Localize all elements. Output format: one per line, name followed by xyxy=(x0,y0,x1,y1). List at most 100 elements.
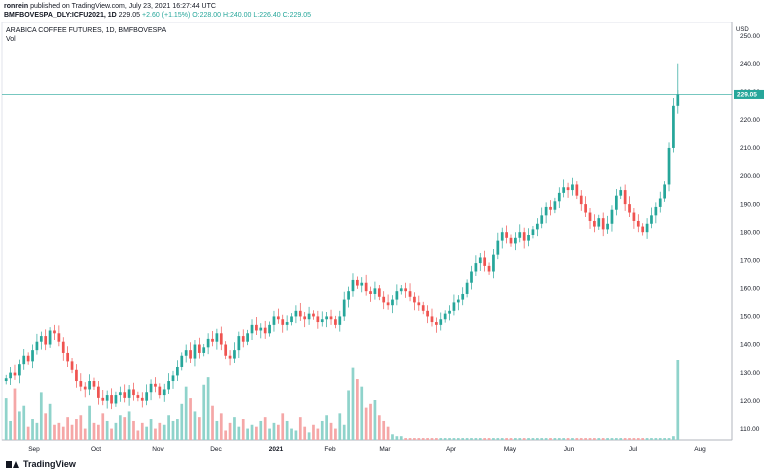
candle xyxy=(641,226,645,233)
candle xyxy=(421,305,425,311)
volume-bar xyxy=(448,438,451,440)
currency-label: USD xyxy=(736,27,749,33)
volume-bar xyxy=(123,417,127,440)
candle xyxy=(276,316,280,320)
volume-bar xyxy=(189,398,192,440)
candles xyxy=(4,63,680,410)
volume-bar xyxy=(290,428,293,440)
volume-bar xyxy=(334,428,337,440)
candle xyxy=(57,333,61,342)
candle xyxy=(566,187,570,191)
volume-bar xyxy=(557,438,561,440)
volume-bar xyxy=(435,438,438,440)
candle xyxy=(237,336,241,351)
symbol-name: BMFBOVESPA_DLY:ICFU2021, 1D xyxy=(4,12,117,19)
candle xyxy=(544,206,548,216)
volume-bar xyxy=(35,422,39,440)
price-tick-label: 240.00 xyxy=(740,61,760,68)
volume-bar xyxy=(492,438,495,440)
candle xyxy=(518,232,522,238)
volume-bar xyxy=(562,438,566,440)
low-value: L:226.40 xyxy=(253,12,281,19)
candle xyxy=(391,299,394,306)
volume-bar xyxy=(57,422,61,440)
volume-bar xyxy=(575,438,579,440)
volume-bar xyxy=(285,420,289,440)
volume-bar xyxy=(632,438,636,440)
volume-bar xyxy=(540,438,544,440)
volume-bar xyxy=(4,398,8,440)
volume-bar xyxy=(404,438,408,440)
volume-bar xyxy=(158,422,162,440)
chart-title: ARABICA COFFEE FUTURES, 1D, BMFBOVESPA xyxy=(6,27,167,34)
volume-bar xyxy=(465,438,469,440)
candle xyxy=(268,324,271,334)
candle xyxy=(496,240,500,255)
volume-bar xyxy=(61,426,65,440)
candle xyxy=(4,378,8,382)
candle xyxy=(360,282,364,286)
volume-bar xyxy=(233,417,236,440)
volume-bar xyxy=(399,436,403,440)
volume-bar xyxy=(101,413,105,440)
volume-bar xyxy=(487,438,491,440)
candle xyxy=(35,341,39,351)
time-tick-label: Nov xyxy=(152,446,164,453)
candle xyxy=(597,218,601,227)
candle xyxy=(193,344,197,359)
price-chart[interactable]: 250.00240.00230.00220.00210.00200.00190.… xyxy=(0,22,768,454)
volume-bar xyxy=(298,417,302,440)
volume-bar xyxy=(522,438,526,440)
volume-bar xyxy=(206,377,210,440)
volume-bar xyxy=(154,428,157,440)
candle xyxy=(562,187,566,193)
candle xyxy=(373,288,377,294)
volume-bar xyxy=(338,413,342,440)
price-tick-label: 160.00 xyxy=(740,286,760,293)
volume-bar xyxy=(316,428,320,440)
footer-brand[interactable]: TradingView xyxy=(6,459,76,469)
volume-bar xyxy=(132,420,135,440)
candle xyxy=(676,94,680,106)
time-tick-label: Dec xyxy=(210,446,222,453)
price-tick-label: 170.00 xyxy=(740,257,760,264)
candle xyxy=(364,282,368,292)
symbol-line: BMFBOVESPA_DLY:ICFU2021, 1D 229.05 +2.60… xyxy=(4,11,311,20)
volume-bar xyxy=(364,407,368,440)
volume-bar xyxy=(474,438,478,440)
volume-bar xyxy=(500,438,504,440)
publisher-name: ronrein xyxy=(4,3,29,10)
published-text: published on TradingView.com, July 23, 2… xyxy=(28,3,216,10)
volume-bar xyxy=(676,360,680,440)
volume-bar xyxy=(426,438,429,440)
candle xyxy=(61,341,65,353)
candle xyxy=(259,327,263,331)
volume-bar xyxy=(329,422,333,440)
time-tick-label: 2021 xyxy=(269,446,284,453)
candle xyxy=(614,195,618,210)
candle xyxy=(505,232,508,238)
candle xyxy=(478,257,482,264)
candle xyxy=(470,271,473,283)
candle xyxy=(162,389,166,396)
candle xyxy=(601,218,605,230)
candle xyxy=(39,336,43,342)
candle xyxy=(118,392,122,396)
volume-bar xyxy=(118,415,122,440)
price-tick-label: 180.00 xyxy=(740,229,760,236)
volume-bar xyxy=(347,390,350,440)
volume-bar xyxy=(79,415,83,440)
candle xyxy=(18,364,21,376)
candle xyxy=(263,327,267,334)
candle xyxy=(430,316,434,323)
candle xyxy=(211,338,214,342)
candle xyxy=(672,105,675,148)
volume-bar xyxy=(237,426,241,440)
candle xyxy=(307,313,311,320)
volume-bar xyxy=(66,417,70,440)
last-price-badge xyxy=(734,89,764,99)
volume-bar xyxy=(623,438,627,440)
candle xyxy=(382,296,386,303)
candle xyxy=(654,206,658,216)
volume-bar xyxy=(342,424,346,440)
